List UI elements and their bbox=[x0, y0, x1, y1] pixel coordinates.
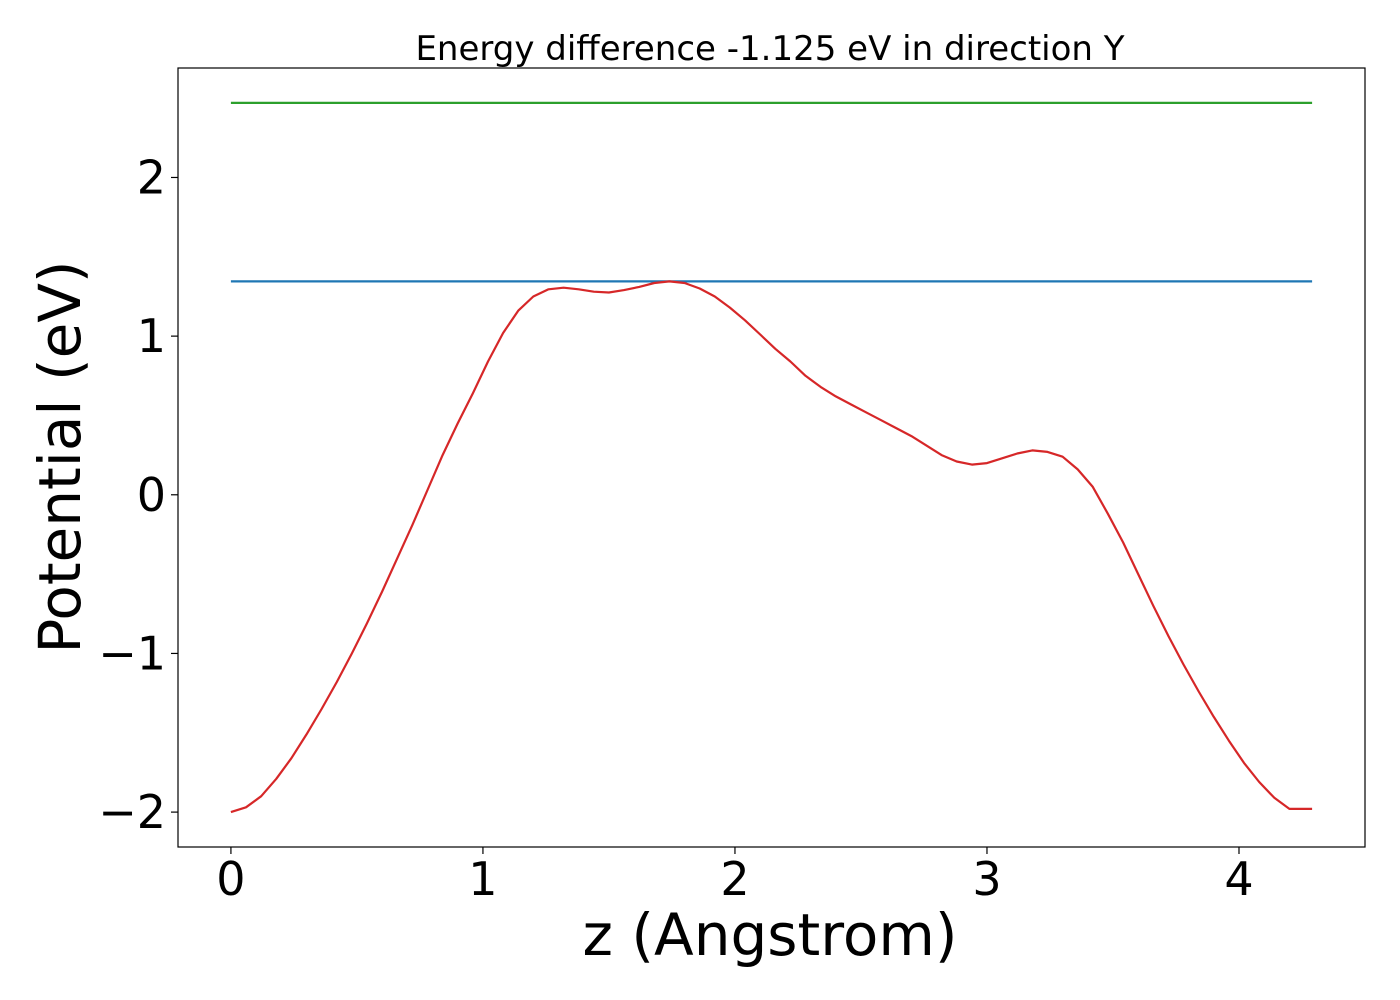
x-tick-label: 4 bbox=[1224, 852, 1253, 906]
y-tick-label: 1 bbox=[137, 309, 166, 363]
series-line-3 bbox=[230, 280, 1313, 814]
y-axis-ticks: −2 −1 0 1 2 bbox=[98, 150, 178, 839]
x-tick-label: 0 bbox=[216, 852, 245, 906]
y-tick-label: −2 bbox=[98, 785, 166, 839]
chart-title: Energy difference -1.125 eV in direction… bbox=[415, 29, 1124, 69]
y-tick-label: 2 bbox=[137, 150, 166, 204]
y-axis-title: Potential (eV) bbox=[26, 260, 94, 653]
y-tick-label: −1 bbox=[98, 626, 166, 680]
series-layer bbox=[230, 101, 1313, 814]
y-tick-label: 0 bbox=[137, 468, 166, 522]
x-tick-label: 1 bbox=[468, 852, 497, 906]
x-axis-title: z (Angstrom) bbox=[583, 901, 958, 969]
x-tick-label: 2 bbox=[720, 852, 749, 906]
plot-area-frame bbox=[177, 67, 1366, 848]
x-axis-ticks: 0 1 2 3 4 bbox=[216, 847, 1254, 906]
x-tick-label: 3 bbox=[972, 852, 1001, 906]
